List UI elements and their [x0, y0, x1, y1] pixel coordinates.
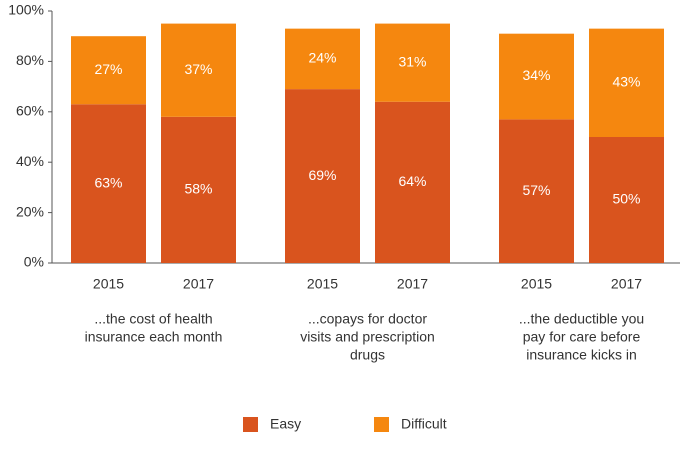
value-label: 24%	[308, 50, 336, 66]
y-tick-label: 0%	[24, 254, 44, 270]
bar-segment	[285, 89, 360, 264]
x-tick-label: 2017	[611, 276, 642, 292]
x-tick-label: 2017	[183, 276, 214, 292]
bar-segment	[161, 116, 236, 263]
group-label: ...the deductible you	[519, 311, 644, 327]
x-tick-label: 2017	[397, 276, 428, 292]
value-label: 34%	[522, 67, 550, 83]
bar-segment	[375, 23, 450, 102]
y-tick-label: 60%	[16, 103, 44, 119]
bar-segment	[285, 28, 360, 90]
x-tick-label: 2015	[93, 276, 124, 292]
value-label: 50%	[612, 191, 640, 207]
bar-segment	[589, 28, 664, 137]
group-label: ...the cost of health	[94, 311, 212, 327]
value-label: 37%	[184, 61, 212, 77]
bar-segment	[499, 119, 574, 263]
x-tick-label: 2015	[521, 276, 552, 292]
y-tick-label: 40%	[16, 153, 44, 169]
value-label: 58%	[184, 181, 212, 197]
value-label: 31%	[398, 53, 426, 69]
bar-segment	[161, 23, 236, 117]
y-tick-label: 100%	[8, 2, 44, 18]
legend-swatch	[374, 417, 389, 432]
x-tick-label: 2015	[307, 276, 338, 292]
value-label: 64%	[398, 173, 426, 189]
group-label: drugs	[350, 347, 385, 363]
legend-label: Difficult	[401, 416, 447, 432]
bar-segment	[589, 137, 664, 263]
bar-segment	[71, 36, 146, 105]
value-label: 63%	[94, 174, 122, 190]
group-label: insurance each month	[85, 329, 223, 345]
bar-segment	[499, 33, 574, 120]
value-label: 27%	[94, 61, 122, 77]
legend-swatch	[243, 417, 258, 432]
value-label: 43%	[612, 74, 640, 90]
group-label: insurance kicks in	[526, 347, 637, 363]
legend-label: Easy	[270, 416, 301, 432]
group-label: ...copays for doctor	[308, 311, 427, 327]
value-label: 57%	[522, 182, 550, 198]
bar-segment	[71, 104, 146, 264]
group-label: pay for care before	[523, 329, 641, 345]
bar-segment	[375, 101, 450, 263]
value-label: 69%	[308, 167, 336, 183]
group-label: visits and prescription	[300, 329, 435, 345]
y-tick-label: 80%	[16, 52, 44, 68]
y-tick-label: 20%	[16, 203, 44, 219]
